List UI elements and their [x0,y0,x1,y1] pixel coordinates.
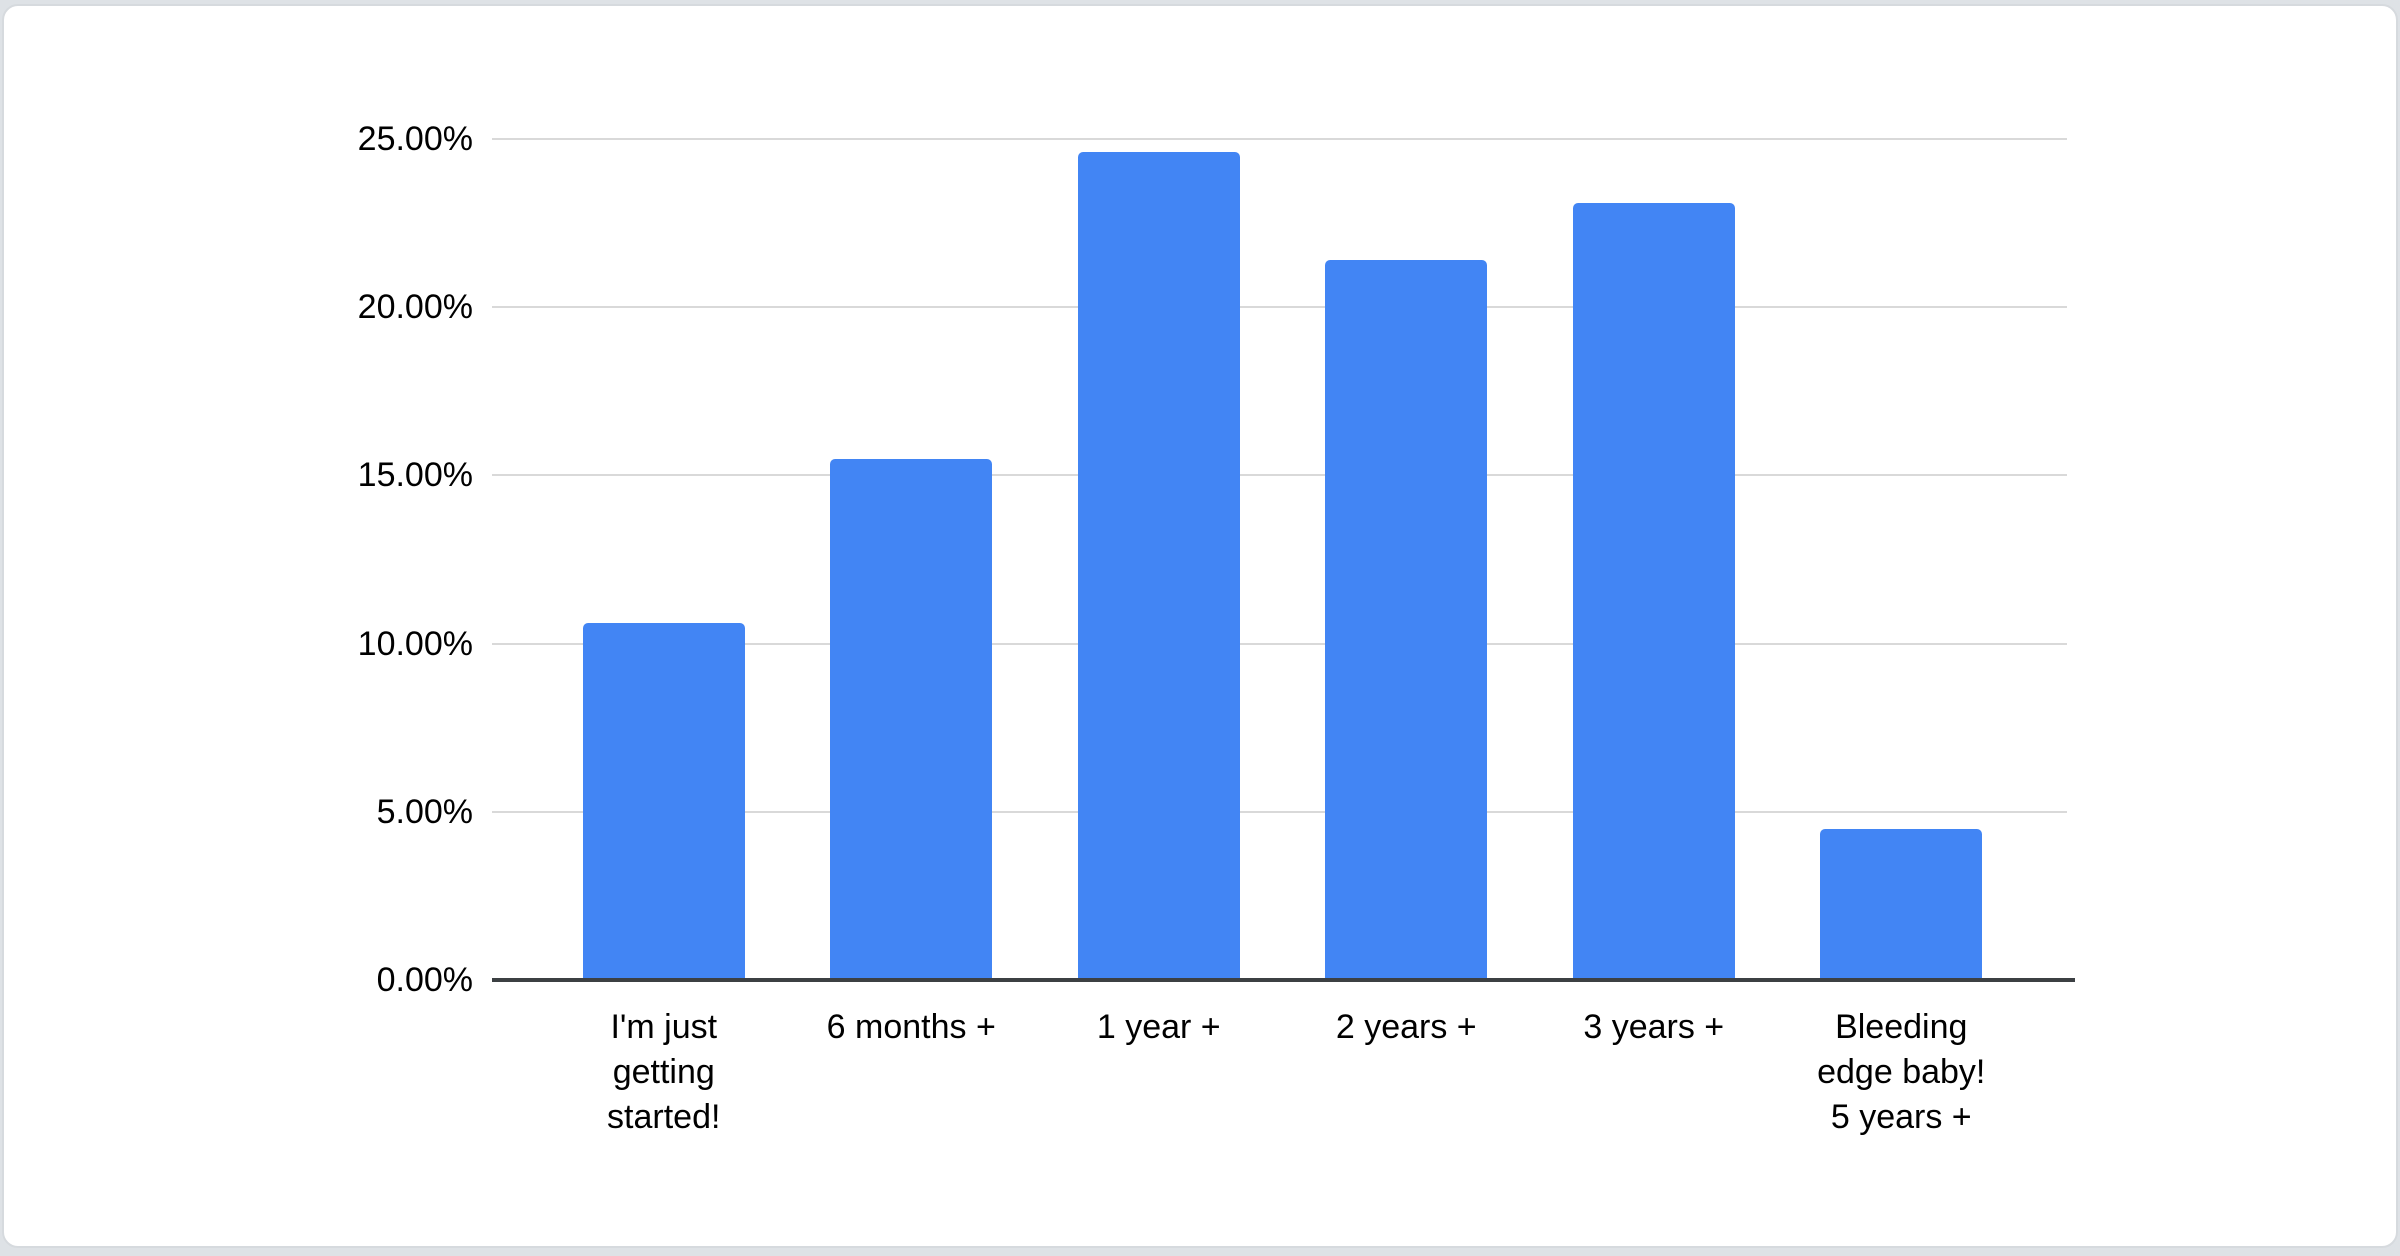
bar-column [582,623,745,980]
gridline [492,306,2067,309]
bar-column [1325,260,1488,980]
bar-column [1572,202,1735,980]
y-axis-tick-label: 20.00% [357,288,473,327]
gridline [492,810,2067,813]
x-axis-category-label: I'm just getting started! [607,1008,721,1136]
y-axis-tick-label: 0.00% [376,961,473,999]
gridline [492,642,2067,645]
y-axis-tick-label: 10.00% [357,624,473,663]
y-axis-tick-label: 5.00% [376,792,473,831]
x-axis-category-label: 2 years + [1335,1008,1477,1046]
bar-column [1077,152,1240,980]
bar-column [830,458,993,980]
y-axis-tick-label: 15.00% [357,456,473,495]
gridline [492,138,2067,140]
bar-column [1820,828,1983,980]
x-axis-category-label: 6 months + [826,1008,996,1046]
y-axis-tick-label: 25.00% [357,120,473,158]
x-axis-category-label: Bleeding edge baby! 5 years + [1817,1008,1986,1136]
x-axis-category-label: 1 year + [1096,1008,1221,1046]
x-axis-baseline [492,978,2075,982]
x-axis-category-label: 3 years + [1583,1008,1725,1046]
gridline [492,474,2067,477]
